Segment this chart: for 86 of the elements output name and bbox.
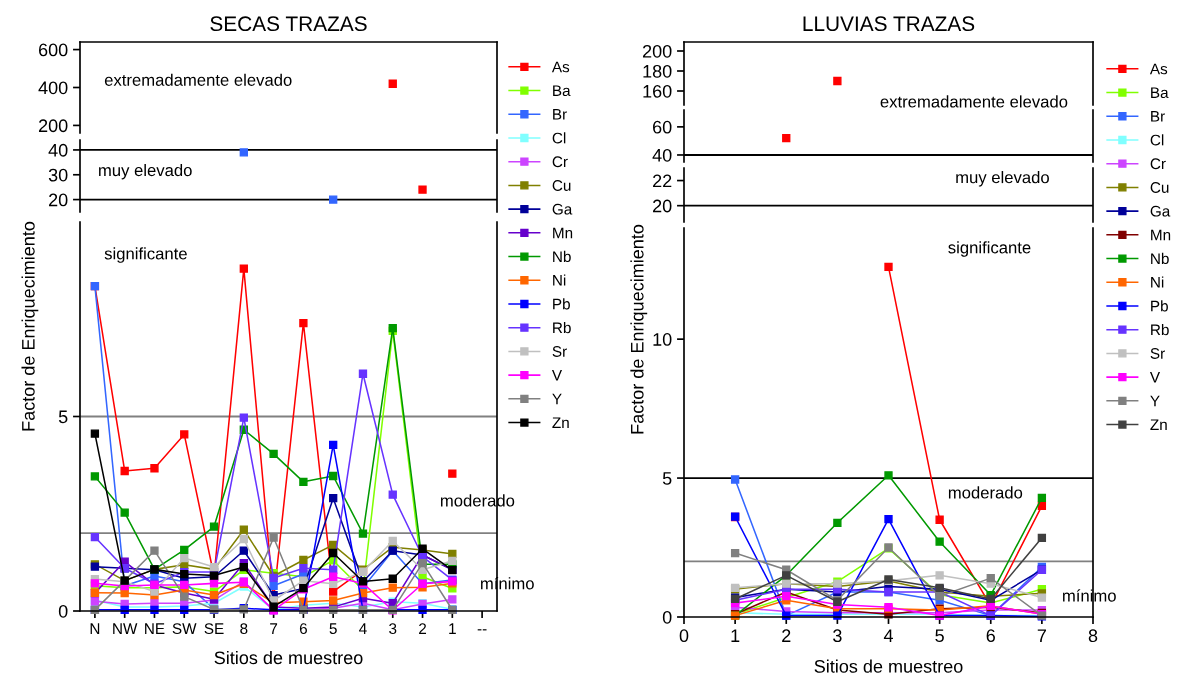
- y-tick-label: 40: [48, 143, 68, 157]
- legend-label: Ba: [553, 85, 571, 97]
- annotation: significante: [104, 247, 187, 263]
- x-tick-label: 1: [731, 629, 740, 642]
- x-tick-label: 6: [299, 623, 307, 635]
- legend-label: As: [551, 61, 570, 73]
- legend-label: Pb: [553, 298, 570, 310]
- x-tick-label: 2: [782, 629, 791, 642]
- annotation: extremadamente elevado: [880, 95, 1068, 108]
- annotation: muy elevado: [956, 171, 1049, 187]
- y-tick-label: 200: [642, 44, 672, 58]
- x-tick-label: N: [90, 623, 100, 634]
- x-tick-label: 5: [329, 623, 337, 635]
- annotation: extremadamente elevado: [104, 73, 292, 86]
- legend-label: Ga: [552, 203, 573, 215]
- legend-label: Ni: [553, 274, 566, 286]
- legend-label: Sr: [552, 346, 567, 357]
- y-tick-label: 30: [48, 168, 68, 182]
- legend-label: Ba: [1151, 87, 1169, 99]
- y-axis-title: Factor de Enriquecimiento: [21, 221, 39, 431]
- annotation: moderado: [948, 486, 1023, 499]
- y-tick-label: 20: [653, 199, 672, 213]
- x-tick-label: --: [477, 629, 487, 631]
- x-tick-label: 8: [1088, 629, 1098, 643]
- y-tick-label: 5: [662, 472, 672, 485]
- y-tick-label: 5: [58, 410, 68, 424]
- y-tick-label: 600: [38, 43, 68, 57]
- annotation: muy elevado: [99, 163, 192, 180]
- legend-label: Y: [552, 393, 562, 405]
- y-tick-label: 22: [653, 174, 672, 188]
- legend-label: Cr: [1150, 158, 1166, 170]
- legend-label: Y: [1150, 395, 1160, 407]
- y-tick-label: 400: [38, 81, 68, 95]
- y-tick-label: 60: [653, 120, 672, 134]
- legend-label: Pb: [1151, 300, 1168, 312]
- legend-label: Cl: [552, 132, 566, 144]
- legend-label: Br: [553, 109, 567, 120]
- legend-label: V: [551, 369, 563, 381]
- legend-label: Cu: [1150, 182, 1169, 193]
- y-tick-label: 0: [58, 604, 68, 618]
- y-tick-label: 40: [652, 148, 672, 162]
- x-tick-label: NE: [145, 623, 165, 634]
- x-axis-title: Sitios de muestreo: [214, 650, 363, 665]
- legend-label: Ga: [1150, 205, 1171, 217]
- annotation: significante: [948, 241, 1031, 257]
- chart-title: SECAS TRAZAS: [210, 16, 367, 32]
- x-tick-label: SW: [172, 623, 197, 635]
- legend-label: Mn: [1151, 229, 1171, 241]
- legend-label: As: [1149, 63, 1168, 75]
- legend-label: Br: [1151, 111, 1165, 122]
- legend-label: Cl: [1150, 134, 1164, 146]
- x-tick-label: SE: [204, 623, 224, 635]
- x-tick-label: NW: [113, 623, 138, 634]
- y-tick-label: 160: [643, 84, 672, 98]
- legend-label: Zn: [552, 417, 569, 428]
- legend-label: V: [1149, 371, 1161, 383]
- legend-label: Sr: [1150, 348, 1165, 359]
- legend-label: Mn: [553, 227, 573, 239]
- x-tick-label: 7: [270, 623, 278, 634]
- x-axis-title: Sitios de muestreo: [814, 659, 963, 673]
- x-tick-label: 0: [679, 629, 689, 643]
- x-tick-label: 4: [883, 629, 893, 642]
- y-tick-label: 10: [653, 333, 672, 346]
- x-tick-label: 7: [1037, 629, 1046, 642]
- x-tick-label: 1: [449, 623, 456, 634]
- x-tick-label: 5: [935, 629, 944, 643]
- x-tick-label: 3: [389, 623, 397, 635]
- x-tick-label: 8: [240, 623, 248, 635]
- legend-label: Cr: [552, 156, 568, 168]
- legend-label: Nb: [553, 250, 571, 263]
- legend-label: Zn: [1150, 419, 1167, 430]
- legend-label: Rb: [1151, 323, 1169, 336]
- legend-label: Ni: [1151, 276, 1164, 288]
- legend-label: Cu: [552, 180, 571, 191]
- y-tick-label: 0: [662, 610, 672, 624]
- y-tick-label: 20: [49, 193, 68, 207]
- x-tick-label: 6: [986, 629, 995, 643]
- x-tick-label: 2: [419, 623, 427, 634]
- y-tick-label: 200: [38, 119, 68, 133]
- y-axis-title: Factor de Enriquecimiento: [630, 224, 648, 434]
- chart-title: LLUVIAS TRAZAS: [803, 16, 975, 32]
- legend-label: Nb: [1151, 252, 1169, 265]
- x-tick-label: 3: [833, 629, 842, 643]
- x-tick-label: 4: [359, 623, 367, 634]
- legend-label: Rb: [553, 321, 571, 334]
- y-tick-label: 180: [643, 64, 672, 78]
